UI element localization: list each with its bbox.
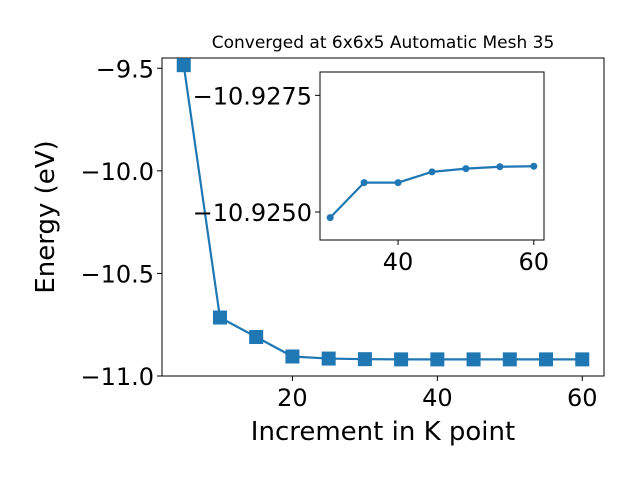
chart-title: Converged at 6x6x5 Automatic Mesh 35 [212,33,555,53]
main-data-point [430,352,445,367]
inset-y-tick-label: −10.9250 [193,199,312,227]
inset-plot-frame [319,71,545,241]
main-y-tick-label: −10.5 [80,260,154,288]
inset-data-point [428,168,436,176]
main-data-point [466,352,481,367]
main-plot: 20 40 60 −11.0 −10.5 −10.0 −9.5 Converged at 6… [31,33,605,447]
main-x-tick-label: 40 [422,384,453,412]
main-y-tick-label: −10.0 [80,158,154,186]
main-data-point [575,352,590,367]
main-data-point [176,58,191,73]
main-y-tick-label: −11.0 [80,363,154,391]
inset-x-tick-label: 40 [383,248,414,276]
inset-data-point [326,214,334,222]
inset-data-point [496,163,504,171]
inset-data-point [530,162,538,170]
inset-data-point [462,165,470,173]
main-data-point [321,351,336,366]
main-data-point [285,349,300,364]
main-y-tick-label: −9.5 [96,55,154,83]
main-data-point [249,330,264,345]
main-data-point [357,352,372,367]
inset-y-tick-label: −10.9275 [193,82,312,110]
main-x-tick-label: 20 [277,384,308,412]
main-plot-frame [161,57,605,377]
inset-plot: 40 60 −10.9250 −10.9275 [193,71,550,276]
main-data-point [212,310,227,325]
main-data-point [394,352,409,367]
y-axis-label: Energy (eV) [31,140,61,293]
inset-data-point [394,179,402,187]
x-axis-label: Increment in K point [251,417,515,447]
inset-x-tick-label: 60 [519,248,550,276]
main-data-point [502,352,517,367]
main-x-tick-label: 60 [567,384,598,412]
main-data-point [539,352,554,367]
inset-data-point [360,179,368,187]
